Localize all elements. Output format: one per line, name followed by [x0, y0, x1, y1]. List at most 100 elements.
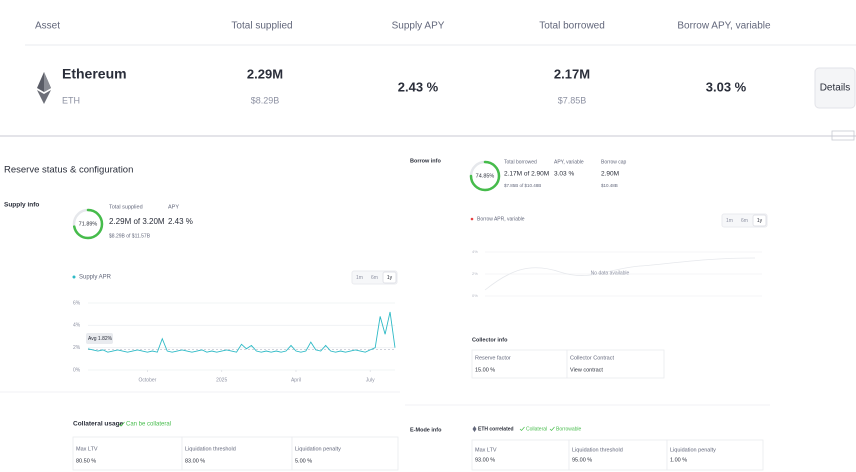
y-tick-label: 2%: [472, 271, 478, 276]
column-header: Asset: [35, 21, 60, 32]
label: E-Mode info: [410, 427, 442, 433]
legend-dot: [72, 275, 76, 279]
range-button[interactable]: 6m: [371, 275, 378, 281]
info-box: [181, 436, 293, 471]
info-box: [471, 349, 568, 379]
stat-label: Total borrowed: [504, 159, 537, 165]
total-borrowed: 2.17M: [554, 66, 590, 81]
emode-icon: [472, 426, 477, 432]
info-label: Liquidation penalty: [670, 447, 716, 453]
info-label: Max LTV: [76, 446, 98, 452]
details-label[interactable]: Details: [820, 83, 851, 94]
info-label: Liquidation threshold: [572, 447, 623, 453]
range-active[interactable]: [752, 214, 767, 227]
info-value: 5.00 %: [295, 458, 312, 464]
legend-label: Borrow APR, variable: [477, 216, 525, 222]
range-active[interactable]: [382, 271, 397, 284]
emode-tag: Collateral: [526, 426, 547, 432]
donut-label: 74.85%: [476, 173, 495, 179]
info-label: Max LTV: [475, 447, 497, 453]
label: Supply info: [4, 202, 39, 209]
stat-label: Borrow cap: [601, 159, 627, 165]
total-supplied: 2.29M: [247, 66, 283, 81]
stat-sub: $7.85B of $10.48B: [504, 183, 541, 188]
emode-tag: Borrowable: [556, 426, 582, 432]
x-tick-label: July: [366, 377, 375, 383]
avg-badge: [86, 333, 113, 344]
stat-label: Total supplied: [109, 204, 143, 210]
info-value: 15.00 %: [475, 367, 495, 373]
label: Borrow info: [410, 158, 441, 164]
stat-sub: $10.48B: [601, 183, 618, 188]
info-value: 1.00 %: [670, 457, 687, 463]
info-value: 95.00 %: [572, 457, 592, 463]
y-tick-label: 4%: [73, 323, 81, 329]
info-box: [72, 436, 183, 471]
asset-symbol: ETH: [62, 95, 80, 105]
info-box: [568, 439, 668, 471]
apr-line: [87, 311, 396, 353]
eth-icon: [37, 72, 51, 104]
y-tick-label: 0%: [73, 367, 81, 373]
placeholder-curve: [484, 257, 756, 291]
panel-icon: [831, 130, 855, 141]
range-button[interactable]: 1m: [726, 218, 733, 224]
range-button[interactable]: 1y: [387, 275, 393, 281]
column-header: Supply APY: [392, 21, 445, 32]
donut-label: 71.89%: [79, 221, 98, 227]
borrow-apy: 3.03 %: [706, 79, 747, 94]
info-label: Collector Contract: [570, 355, 614, 361]
column-header: Borrow APY, variable: [677, 21, 771, 32]
info-value: 93.00 %: [475, 457, 495, 463]
total-borrowed-usd: $7.85B: [558, 95, 587, 105]
supply-apy: 2.43 %: [398, 79, 439, 94]
avg-label: Avg 1.82%: [88, 336, 113, 342]
emode-category: ETH correlated: [478, 426, 514, 432]
y-tick-label: 0%: [472, 293, 478, 298]
legend-label: Supply APR: [79, 275, 112, 281]
check-icon: [118, 421, 125, 427]
collateral-status: Can be collateral: [126, 422, 171, 428]
stat-value: 2.90M: [601, 171, 619, 178]
info-box: [666, 439, 764, 471]
y-tick-label: 4%: [472, 249, 478, 254]
check-icon: [519, 426, 525, 432]
range-button[interactable]: 1m: [356, 275, 363, 281]
label: Collateral usage: [73, 421, 124, 428]
label: Collector info: [472, 337, 508, 343]
info-label: Reserve factor: [475, 355, 511, 361]
stat-label: APY: [168, 204, 179, 210]
details-button[interactable]: [814, 67, 856, 109]
donut-arc: [469, 160, 501, 192]
total-supplied-usd: $8.29B: [251, 95, 280, 105]
info-label: Liquidation penalty: [295, 446, 341, 452]
info-box: [471, 439, 570, 471]
range-button[interactable]: 1y: [757, 218, 763, 224]
legend-dot: [470, 217, 474, 221]
stat-value: 2.29M of 3.20M: [109, 217, 165, 226]
info-value: 83.00 %: [185, 458, 205, 464]
y-tick-label: 6%: [73, 300, 81, 306]
info-value: View contract: [570, 367, 603, 373]
x-tick-label: April: [291, 377, 301, 383]
stat-value: 2.17M of 2.90M: [504, 171, 549, 178]
section-title: Reserve status & configuration: [4, 165, 133, 176]
asset-name: Ethereum: [62, 66, 127, 82]
x-tick-label: October: [139, 377, 157, 383]
info-value: 80.50 %: [76, 458, 96, 464]
stat-label: APY, variable: [554, 159, 584, 165]
y-tick-label: 2%: [73, 345, 81, 351]
stat-value: 3.03 %: [554, 171, 574, 178]
stat-sub: $8.29B of $11.57B: [109, 233, 151, 239]
column-header: Total borrowed: [539, 21, 605, 32]
stat-value: 2.43 %: [168, 217, 193, 226]
info-label: Liquidation threshold: [185, 446, 236, 452]
empty-message: No data available: [591, 270, 630, 276]
info-box: [291, 436, 399, 471]
range-button[interactable]: 6m: [741, 218, 748, 224]
x-tick-label: 2025: [216, 377, 227, 383]
column-header: Total supplied: [231, 21, 292, 32]
info-box: [566, 349, 665, 379]
